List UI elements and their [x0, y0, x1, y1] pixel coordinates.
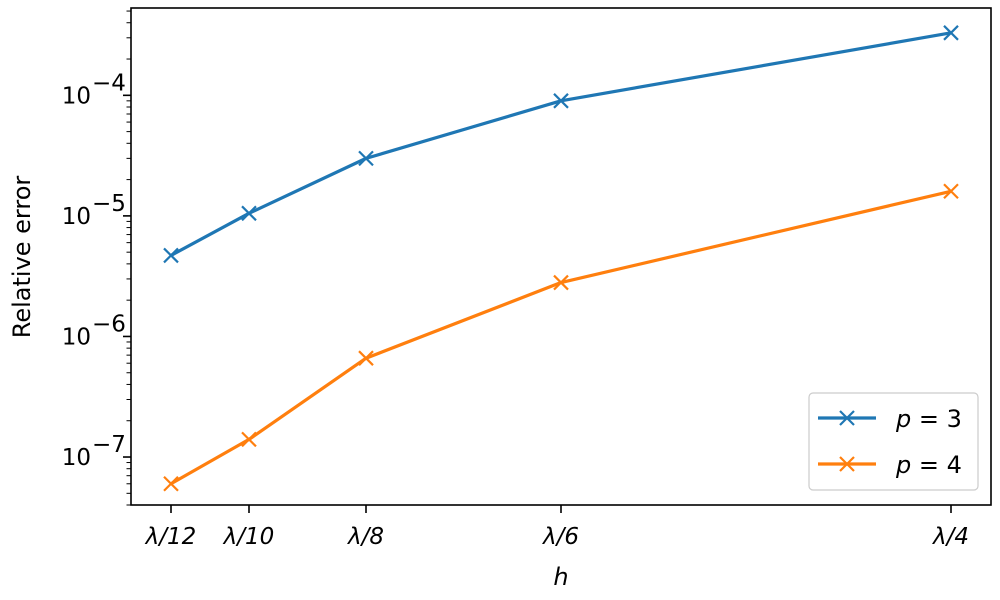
legend-marker	[839, 410, 855, 426]
data-point-marker	[163, 475, 179, 492]
series-line	[170, 31, 952, 257]
x-tick-label: λ/12	[144, 524, 197, 550]
legend-marker	[839, 456, 855, 472]
data-point-marker	[553, 93, 569, 109]
y-tick-label: 10	[62, 445, 91, 471]
y-tick-exponent: −6	[92, 311, 126, 337]
legend-label: p = 3	[895, 405, 962, 433]
data-point-marker	[163, 247, 179, 264]
y-tick-label: 10	[62, 83, 91, 109]
x-axis-label: h	[553, 563, 568, 591]
y-axis-label: Relative error	[8, 176, 36, 339]
y-tick-exponent: −7	[92, 432, 126, 458]
x-tick-label: λ/6	[541, 524, 579, 550]
y-major-ticks: 10−710−610−510−4	[62, 70, 131, 471]
y-tick-exponent: −5	[92, 191, 126, 217]
y-tick-label: 10	[62, 324, 91, 350]
series-layer	[163, 25, 959, 492]
legend-entry: p = 3	[818, 405, 962, 433]
plot-frame	[130, 7, 992, 506]
x-tick-label: λ/8	[346, 524, 384, 550]
legend-entry: p = 4	[818, 451, 962, 479]
data-point-marker	[358, 150, 374, 167]
data-point-marker	[553, 274, 569, 291]
x-ticks: λ/12 λ/10 λ/8 λ/6 λ/4	[144, 505, 969, 550]
series-1	[163, 25, 959, 264]
data-point-marker	[943, 183, 959, 200]
x-tick-label: λ/10	[222, 524, 275, 550]
data-point-marker	[358, 350, 374, 366]
legend: p = 3 p = 4	[808, 392, 979, 491]
legend-label: p = 4	[895, 451, 962, 479]
y-tick-exponent: −4	[92, 70, 126, 96]
data-point-marker	[943, 25, 959, 41]
x-tick-label: λ/4	[931, 524, 969, 550]
y-tick-label: 10	[62, 204, 91, 230]
data-point-marker	[241, 431, 257, 448]
series-2	[163, 183, 959, 492]
data-point-marker	[241, 205, 257, 222]
